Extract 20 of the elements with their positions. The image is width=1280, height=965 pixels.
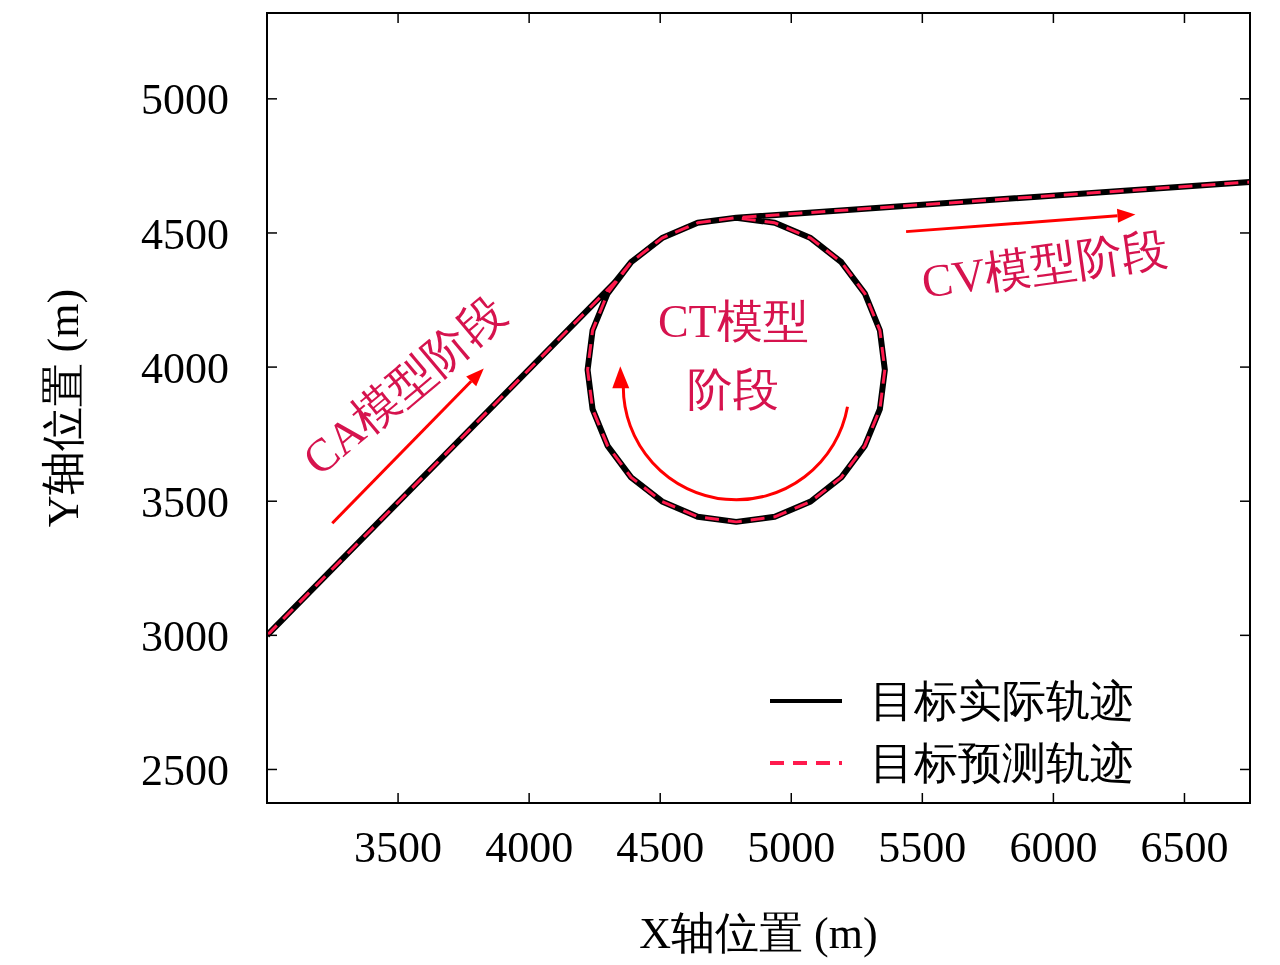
y-tick-label: 3500 (141, 477, 229, 527)
legend-label: 目标预测轨迹 (870, 739, 1134, 788)
x-tick-label: 5000 (747, 823, 836, 873)
x-tick-label: 3500 (354, 823, 443, 873)
x-tick-label: 6000 (1009, 823, 1098, 873)
x-axis-title: X轴位置 (m) (639, 909, 878, 958)
annotation: CA模型阶段 (293, 286, 516, 485)
x-tick-label: 4500 (616, 823, 705, 873)
y-tick-label: 4000 (141, 343, 229, 393)
x-tick-label: 6500 (1140, 823, 1229, 873)
annotation: CT模型阶段 (657, 296, 809, 416)
y-tick-label: 5000 (141, 75, 229, 125)
y-axis-title: Y轴位置 (m) (39, 288, 88, 528)
y-tick-label: 2500 (141, 746, 229, 796)
y-tick-label: 4500 (141, 209, 229, 259)
x-tick-label: 4000 (485, 823, 574, 873)
y-tick-label: 3000 (141, 611, 229, 661)
legend-label: 目标实际轨迹 (870, 677, 1134, 726)
annotation: CV模型阶段 (918, 222, 1172, 308)
x-tick-label: 5500 (878, 823, 967, 873)
